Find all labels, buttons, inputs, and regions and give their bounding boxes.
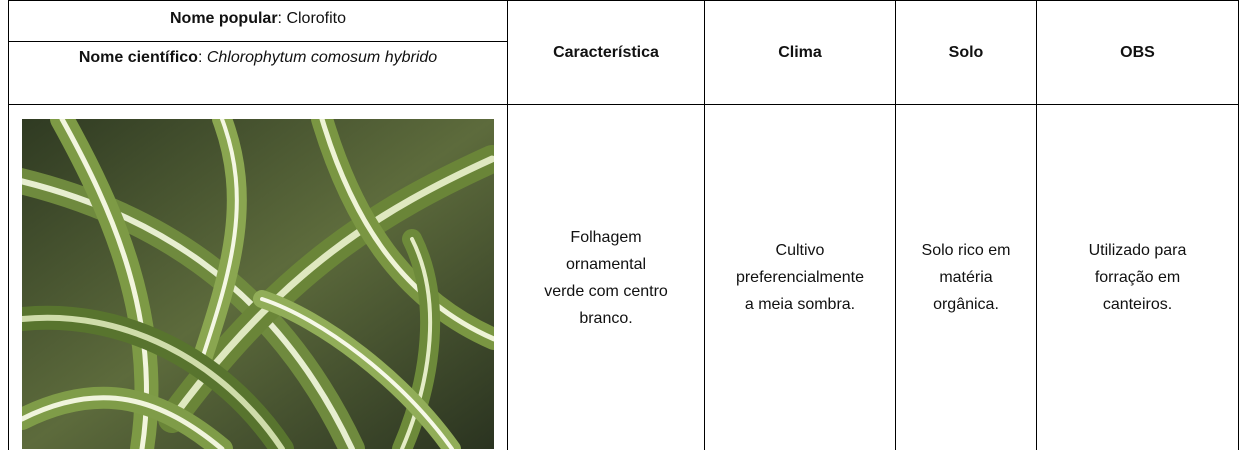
- scientific-name: Nome científico: Chlorophytum comosum hy…: [9, 42, 507, 74]
- plant-photo: [22, 119, 494, 449]
- text-line: forração em: [1037, 264, 1238, 291]
- plant-table: Nome popular: Clorofito Nome científico:…: [8, 0, 1239, 450]
- popular-name: Nome popular: Clorofito: [9, 1, 507, 42]
- text-line: ornamental: [508, 251, 704, 278]
- text-line: verde com centro: [508, 278, 704, 305]
- text-line: orgânica.: [896, 291, 1036, 318]
- label: Nome científico: [79, 49, 198, 66]
- separator: :: [198, 49, 207, 66]
- value: : Clorofito: [278, 10, 346, 27]
- column-header: OBS: [1037, 1, 1239, 105]
- value: Chlorophytum comosum hybrido: [207, 49, 437, 66]
- label: Nome popular: [170, 10, 278, 27]
- text-line: Folhagem: [508, 224, 704, 251]
- text-line: canteiros.: [1037, 291, 1238, 318]
- column-header: Clima: [705, 1, 896, 105]
- text-line: preferencialmente: [705, 264, 895, 291]
- column-header: Solo: [896, 1, 1037, 105]
- text-line: matéria: [896, 264, 1036, 291]
- text-line: a meia sombra.: [705, 291, 895, 318]
- name-cell: Nome popular: Clorofito Nome científico:…: [9, 1, 508, 105]
- text-line: branco.: [508, 305, 704, 332]
- text-line: Utilizado para: [1037, 237, 1238, 264]
- text-line: Cultivo: [705, 237, 895, 264]
- photo-cell: [9, 105, 508, 450]
- column-header: Característica: [508, 1, 705, 105]
- text-line: Solo rico em: [896, 237, 1036, 264]
- page: Nome popular: Clorofito Nome científico:…: [0, 0, 1247, 436]
- header-row: Nome popular: Clorofito Nome científico:…: [9, 1, 1239, 105]
